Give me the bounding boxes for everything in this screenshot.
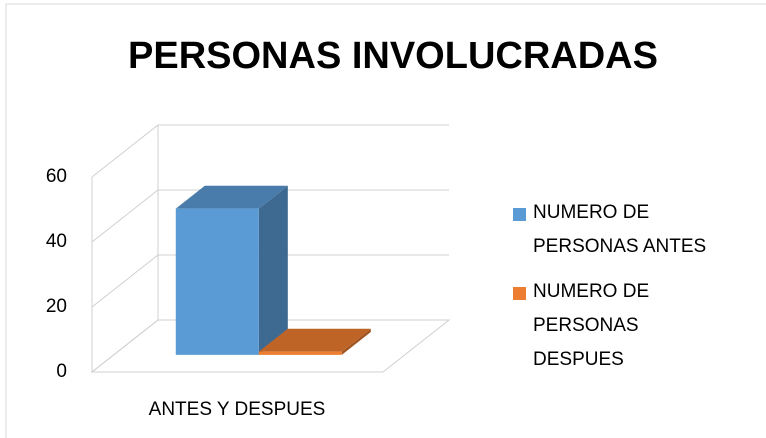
grid-line bbox=[91, 254, 449, 308]
grid-line bbox=[91, 319, 449, 373]
bar-front bbox=[258, 351, 342, 355]
y-tick-label: 40 bbox=[46, 231, 67, 252]
grid-line bbox=[91, 124, 449, 178]
bar bbox=[175, 185, 288, 355]
chart-title: PERSONAS INVOLUCRADAS bbox=[128, 35, 658, 77]
legend-label: NUMERO DE PERSONAS DESPUES bbox=[533, 281, 650, 370]
chart-frame bbox=[5, 3, 766, 438]
bar-front bbox=[175, 208, 259, 355]
legend-swatch bbox=[513, 287, 526, 300]
y-tick-label: 0 bbox=[56, 361, 67, 382]
legend-label: NUMERO DE PERSONAS ANTES bbox=[533, 202, 707, 257]
bar-top bbox=[258, 328, 371, 352]
x-tick-label: ANTES Y DESPUES bbox=[149, 399, 326, 420]
bar-side bbox=[341, 328, 371, 355]
bar bbox=[258, 328, 371, 355]
bar-top bbox=[175, 185, 288, 209]
legend-swatch bbox=[513, 208, 526, 221]
y-tick-label: 60 bbox=[46, 166, 67, 187]
bar-side bbox=[258, 185, 288, 355]
grid-line bbox=[91, 189, 449, 243]
y-tick-label: 20 bbox=[46, 296, 67, 317]
